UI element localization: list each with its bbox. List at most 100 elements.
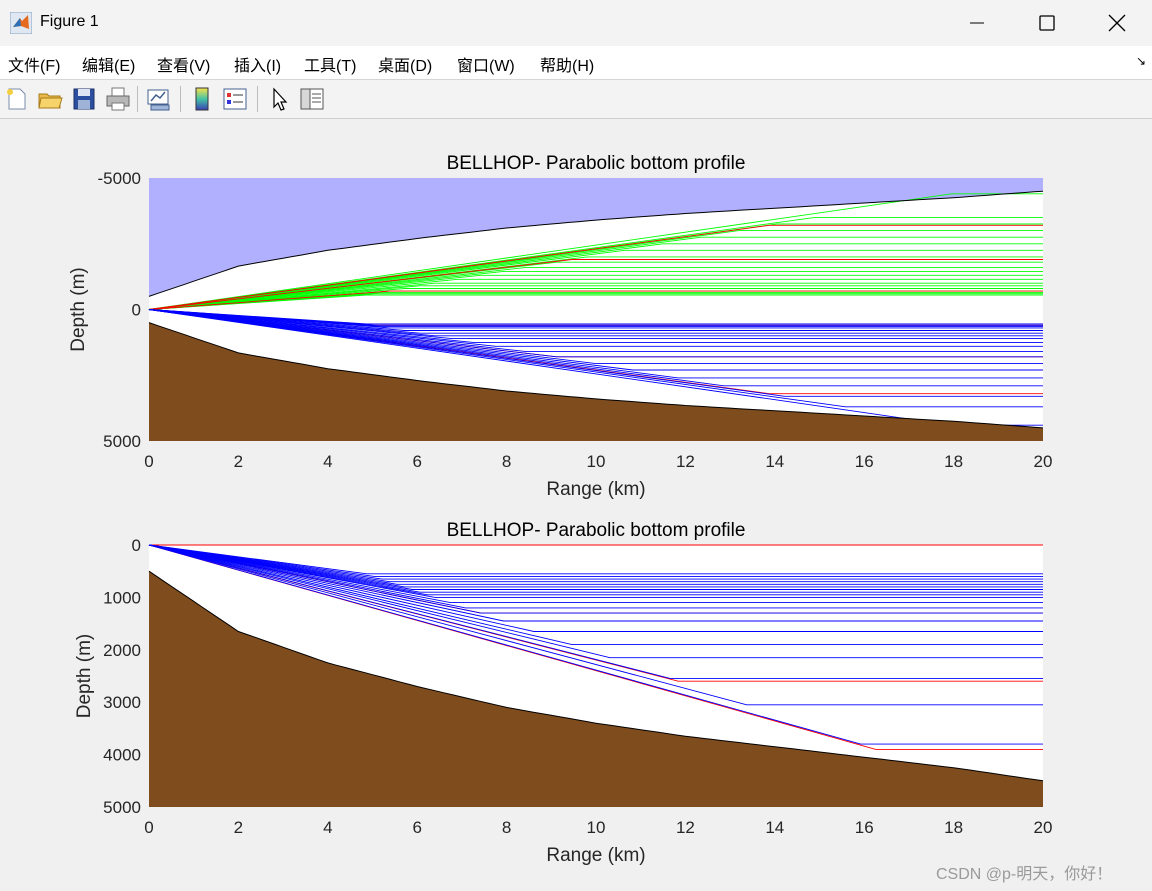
close-icon [1108,14,1126,32]
close-button[interactable] [1082,0,1152,46]
menu-help[interactable]: 帮助(H) [540,58,595,75]
x-tick-label: 20 [1034,818,1053,837]
x-axis-label: Range (km) [546,845,645,866]
x-tick-label: 0 [144,452,153,471]
x-tick-label: 6 [412,818,421,837]
ray-surface-reflected-6 [148,249,1043,310]
y-axis-label: Depth (m) [68,267,89,351]
x-tick-label: 2 [234,818,243,837]
x-tick-label: 2 [234,452,243,471]
ray-bottom-reflected-10 [148,544,1043,604]
ray-bottom-reflected-14 [148,309,1043,379]
toolbar-separator [257,86,258,112]
menu-file[interactable]: 文件(F) [8,58,61,75]
ray-bottom-reflected-17 [148,309,1043,408]
y-tick-label: 3000 [103,693,141,712]
chart-title: BELLHOP- Parabolic bottom profile [447,520,746,541]
bottom-boundary-line [148,570,1044,782]
ray-direct-1 [148,259,1043,310]
legend-icon[interactable] [221,85,249,113]
window-title: Figure 1 [40,13,99,30]
title-bar: Figure 1 [0,0,1152,46]
x-tick-label: 10 [587,818,606,837]
y-axis-label: Depth (m) [74,634,95,718]
ray-bottom-reflected-19 [148,544,1043,745]
chart-2: 0 2 4 6 8 10 12 14 16 18 20 0 1000 2000 3000 4000 5000 BE… [74,520,1052,866]
watermark: CSDN @p-明天，你好！ [936,866,1113,883]
x-tick-label: 12 [676,818,695,837]
minimize-icon [970,22,984,24]
ray-surface-reflected-9 [148,266,1043,310]
dock-arrow-icon[interactable]: ↘ [1135,54,1146,68]
x-tick-label: 4 [323,452,332,471]
print-icon[interactable] [104,85,132,113]
x-tick-label: 16 [855,452,874,471]
ray-bottom-reflected-13 [148,309,1043,371]
y-tick-label: 5000 [103,798,141,817]
colorbar-icon[interactable] [188,85,216,113]
ray-series-surface-reflected [148,193,1043,310]
bottom-region [149,571,1043,807]
link-plot-icon[interactable] [145,85,173,113]
x-tick-label: 14 [765,452,784,471]
chart-title: BELLHOP- Parabolic bottom profile [447,153,746,174]
x-tick-label: 8 [502,452,511,471]
ray-bottom-reflected-2 [148,544,1043,580]
menu-window[interactable]: 窗口(W) [457,58,515,75]
matlab-logo-icon [10,12,32,34]
ray-series-bottom-reflected [148,309,1043,426]
toolbar [0,80,1152,119]
x-tick-label: 20 [1034,452,1053,471]
x-tick-label: 4 [323,818,332,837]
ray-bottom-reflected-4 [148,309,1043,331]
ray-bottom-reflected-11 [148,309,1043,358]
ray-bottom-reflected-11 [148,544,1043,609]
ray-bottom-reflected-7 [148,309,1043,339]
y-tick-label: -5000 [98,169,141,188]
ray-bottom-reflected-18 [148,544,1043,706]
menu-view[interactable]: 查看(V) [157,58,211,75]
y-tick-label: 4000 [103,746,141,765]
y-tick-label: 0 [132,536,141,555]
ray-bottom-reflected-8 [148,309,1043,343]
ray-surface-reflected-14 [148,285,1043,310]
x-tick-label: 18 [944,452,963,471]
save-icon[interactable] [70,85,98,113]
ray-bottom-reflected-0 [148,544,1043,575]
bottom-boundary-line [148,322,1044,429]
y-tick-label: 0 [132,301,141,320]
toolbar-separator [137,86,138,112]
x-tick-label: 10 [587,452,606,471]
x-axis-label: Range (km) [546,479,645,500]
ray-surface-reflected-11 [148,274,1043,310]
toolbar-separator [180,86,181,112]
ray-bottom-reflected-9 [148,309,1043,347]
x-tick-label: 0 [144,818,153,837]
maximize-button[interactable] [1012,0,1082,46]
property-inspector-icon[interactable] [298,85,326,113]
menu-desktop[interactable]: 桌面(D) [378,58,433,75]
ray-surface-reflected-1 [148,216,1043,310]
menu-insert[interactable]: 插入(I) [234,58,282,75]
pointer-icon[interactable] [265,85,293,113]
y-tick-label: 2000 [103,641,141,660]
menu-edit[interactable]: 编辑(E) [82,58,136,75]
ray-bottom-reflected-17 [148,544,1043,680]
ray-surface-reflected-12 [148,278,1043,310]
ray-surface-reflected-15 [148,288,1043,310]
sky-region [149,178,1043,297]
menu-tools[interactable]: 工具(T) [304,58,357,75]
x-tick-label: 14 [765,818,784,837]
ray-series-bottom-reflected [148,544,1043,745]
minimize-button[interactable] [942,0,1012,46]
x-tick-label: 18 [944,818,963,837]
open-file-icon[interactable] [36,85,64,113]
x-tick-label: 12 [676,452,695,471]
maximize-icon [1039,15,1055,31]
ray-surface-reflected-4 [148,236,1043,310]
ray-bottom-reflected-12 [148,544,1043,614]
ray-bottom-reflected-13 [148,544,1043,622]
new-figure-icon[interactable] [3,85,31,113]
